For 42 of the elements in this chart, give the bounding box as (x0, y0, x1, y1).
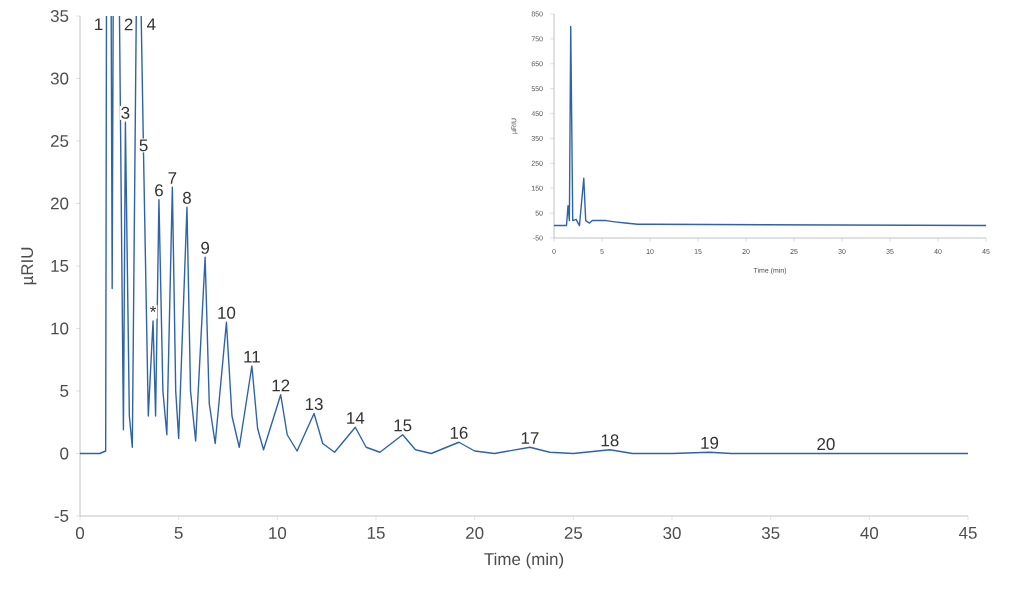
annotation: 19 (701, 436, 719, 449)
annotation: 9 (201, 241, 210, 254)
annotation: 13 (305, 398, 323, 411)
annotation: 14 (347, 412, 365, 424)
x-tick-label: 15 (367, 527, 385, 539)
annotation: * (150, 305, 157, 312)
x-axis-title: Time (min) (484, 552, 564, 569)
annotation: 17 (521, 432, 539, 444)
annotation: 11 (244, 350, 260, 363)
annotation: 2 (124, 18, 133, 31)
y-tick-label: 30 (50, 72, 69, 85)
y-tick-label: 20 (50, 197, 69, 210)
y-tick-label: 15 (51, 260, 69, 272)
x-tick-label: 35 (761, 527, 780, 540)
annotation: 18 (601, 434, 619, 447)
annotation: 10 (218, 306, 236, 319)
annotation: 8 (183, 191, 191, 204)
annotation: 20 (817, 438, 835, 451)
x-tick-label: 5 (174, 527, 183, 539)
x-tick-label: 10 (269, 527, 287, 540)
annotation: 1 (95, 18, 103, 31)
y-tick-label: 0 (60, 447, 69, 460)
annotation: 6 (155, 184, 163, 197)
y-axis-title: µRIU (21, 247, 37, 285)
x-tick-label: 40 (860, 527, 879, 540)
annotation: 7 (168, 172, 177, 184)
y-tick-label: 25 (50, 135, 69, 147)
annotation: 12 (272, 379, 290, 392)
annotation: 5 (139, 139, 148, 152)
x-tick-label: 20 (466, 527, 484, 540)
x-tick-label: 25 (564, 527, 583, 540)
x-tick-label: 0 (75, 527, 85, 540)
y-tick-label: 5 (60, 385, 69, 397)
y-tick-label: 35 (50, 10, 69, 22)
y-tick-label: 10 (51, 322, 69, 335)
y-tick-label: -5 (54, 510, 69, 522)
annotation: 15 (394, 419, 412, 432)
annotation: 16 (450, 426, 468, 439)
x-tick-label: 45 (958, 527, 977, 539)
annotation: 4 (147, 18, 156, 31)
x-tick-label: 30 (663, 527, 681, 540)
annotation: 3 (121, 106, 130, 119)
